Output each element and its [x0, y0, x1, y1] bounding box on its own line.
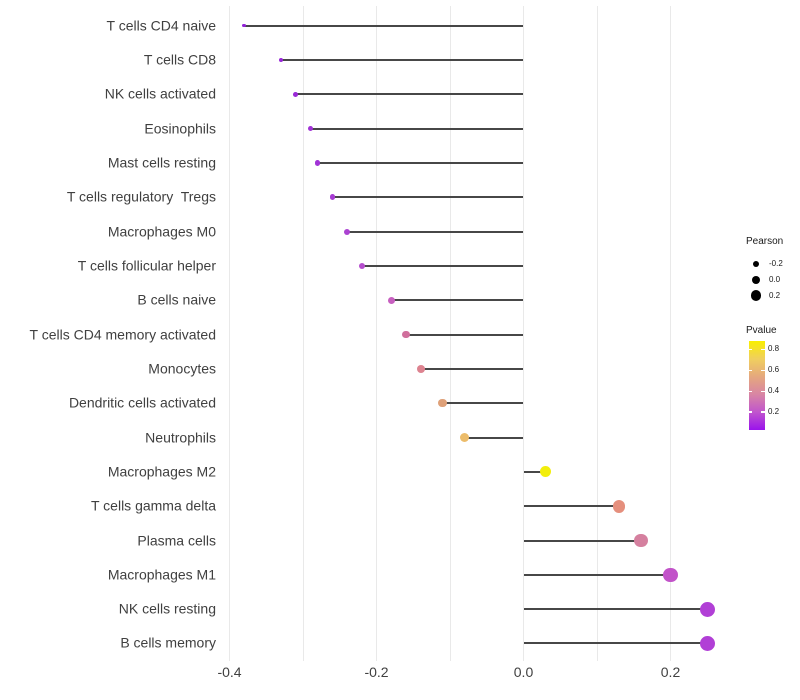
x-tick-label: 0.2 [660, 664, 681, 680]
x-tick-label: 0.0 [513, 664, 534, 680]
colorbar-tick-label: 0.6 [768, 365, 780, 375]
colorbar-tick-mark [761, 348, 765, 351]
y-axis-label: T cells gamma delta [90, 497, 216, 514]
y-axis-label: Macrophages M1 [107, 566, 216, 583]
lollipop-dot [358, 262, 366, 270]
y-axis-label: Macrophages M0 [107, 223, 216, 240]
legend-size-label: -0.2 [769, 259, 783, 268]
lollipop-stem [442, 402, 524, 405]
lollipop-dot [416, 364, 425, 373]
legend-pearson-title: Pearson [746, 236, 784, 247]
legend-size-label: 0.0 [769, 274, 781, 284]
legend-size-dot [751, 275, 761, 285]
lollipop-dot [540, 466, 552, 478]
gridline [449, 6, 451, 661]
colorbar-tick-mark [748, 348, 752, 351]
legend-size-dot [750, 290, 762, 301]
gridline [596, 6, 598, 661]
lollipop-dot [329, 194, 336, 201]
lollipop-stem [420, 367, 524, 370]
colorbar-tick-mark [761, 390, 765, 393]
x-tick-label: -0.2 [364, 664, 389, 680]
y-axis-label: T cells CD8 [143, 51, 216, 68]
lollipop-dot [699, 635, 715, 651]
lollipop-dot [387, 296, 395, 304]
colorbar-tick-label: 0.4 [768, 386, 780, 396]
lollipop-dot [314, 160, 321, 166]
gridline [229, 6, 230, 661]
lollipop-stem [295, 93, 524, 96]
lollipop-stem [523, 608, 708, 611]
lollipop-dot [438, 398, 447, 408]
colorbar-tick-label: 0.2 [768, 406, 780, 416]
colorbar-tick-mark [748, 411, 752, 413]
y-axis-label: T cells regulatory Tregs [66, 188, 216, 205]
y-axis-label: B cells memory [120, 635, 216, 652]
lollipop-dot [242, 23, 246, 28]
y-axis-label: NK cells activated [104, 86, 216, 103]
lollipop-stem [332, 196, 524, 199]
lollipop-dot [402, 330, 410, 339]
lollipop-stem [280, 59, 524, 62]
y-axis-label: T cells CD4 memory activated [29, 326, 216, 343]
lollipop-dot [663, 567, 678, 582]
lollipop-stem [361, 264, 524, 267]
y-axis-label: Monocytes [148, 360, 216, 377]
colorbar-tick-label: 0.8 [768, 344, 780, 354]
lollipop-dot [278, 57, 284, 63]
lollipop-stem [317, 161, 524, 164]
gridline [302, 6, 304, 661]
lollipop-stem [310, 127, 524, 130]
legend-pvalue-title: Pvalue [746, 325, 777, 336]
legend-size-dot [752, 260, 760, 268]
lollipop-dot [699, 601, 715, 617]
y-axis-label: B cells naive [137, 291, 216, 308]
lollipop-dot [344, 228, 351, 235]
y-axis-label: Eosinophils [144, 120, 216, 137]
y-axis-label: Dendritic cells activated [68, 394, 216, 411]
colorbar-tick-mark [748, 390, 752, 393]
y-axis-label: T cells CD4 naive [106, 17, 216, 34]
lollipop-stem [464, 436, 524, 439]
colorbar-tick-mark [748, 369, 752, 372]
y-axis-label: NK cells resting [118, 600, 216, 617]
legend-size-label: 0.2 [769, 290, 781, 300]
lollipop-dot [460, 433, 470, 443]
gridline [376, 6, 377, 661]
gridline [670, 6, 671, 661]
lollipop-dot [293, 91, 299, 97]
lollipop-stem [391, 299, 524, 302]
colorbar-tick-mark [761, 411, 765, 413]
y-axis-label: Plasma cells [137, 532, 216, 549]
y-axis-label: Macrophages M2 [107, 463, 216, 480]
x-tick-label: -0.4 [217, 664, 242, 680]
y-axis-label: Neutrophils [145, 429, 216, 446]
y-axis-label: T cells follicular helper [77, 257, 216, 274]
lollipop-stem [405, 333, 524, 336]
gridline [523, 6, 524, 661]
lollipop-stem [523, 505, 620, 508]
lollipop-dot [634, 533, 648, 548]
colorbar-tick-mark [761, 369, 765, 372]
y-axis-label: Mast cells resting [107, 154, 216, 171]
pvalue-colorbar [748, 341, 765, 430]
lollipop-stem [523, 573, 671, 576]
lollipop-dot [307, 126, 313, 132]
lollipop-stem [523, 642, 708, 645]
lollipop-stem [523, 470, 546, 473]
lollipop-stem [244, 24, 524, 27]
lollipop-dot [612, 499, 626, 513]
lollipop-stem [347, 230, 524, 233]
lollipop-stem [523, 539, 642, 542]
